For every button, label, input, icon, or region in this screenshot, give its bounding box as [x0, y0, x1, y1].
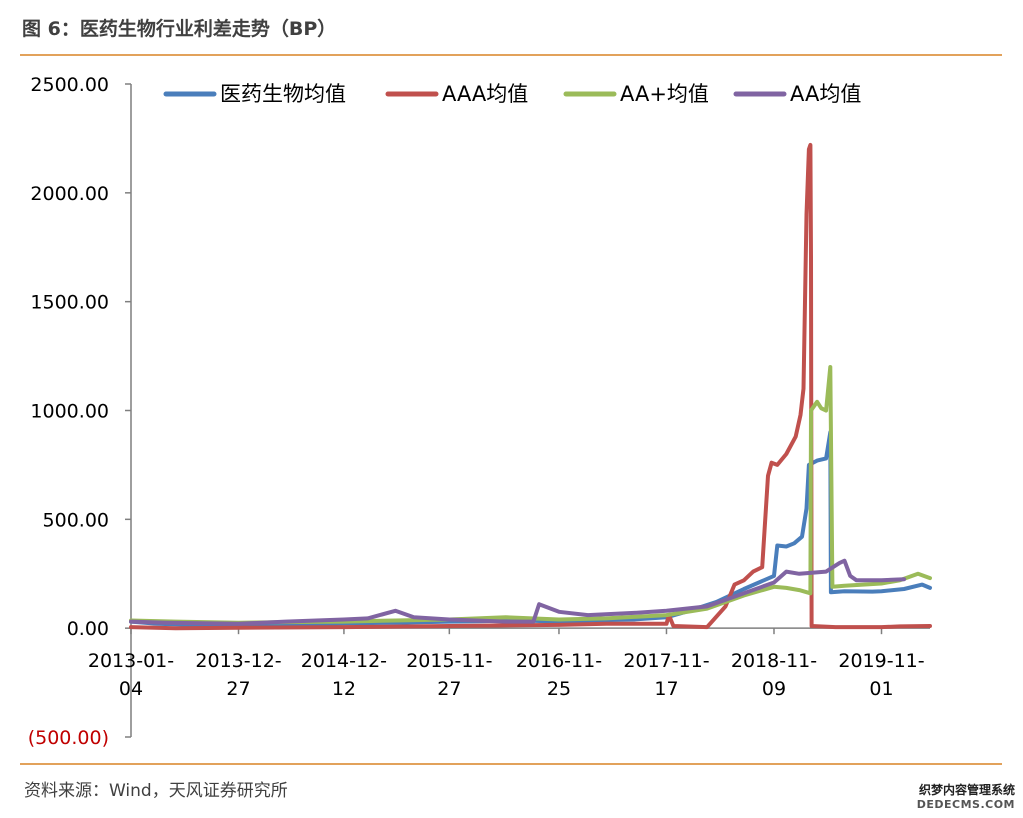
x-tick-label: 12: [332, 678, 356, 700]
y-tick-label: 2500.00: [30, 74, 109, 96]
y-tick-label: 0.00: [67, 618, 109, 640]
chart-axes: (500.00) 0.00 500.00 1000.00 1500.00 2000.00 2…: [28, 74, 930, 749]
y-tick-label: 1500.00: [30, 292, 109, 314]
footer-divider: [20, 763, 1002, 765]
x-tick-label: 2013-01-: [88, 650, 174, 672]
x-tick-label: 17: [654, 678, 678, 700]
x-tick-label: 25: [547, 678, 571, 700]
x-tick-label: 27: [226, 678, 250, 700]
x-tick-label: 2015-11-: [406, 650, 492, 672]
series-line-3: [129, 558, 907, 626]
watermark-domain: DEDECMS.COM: [916, 798, 1015, 811]
x-tick-label: 04: [119, 678, 143, 700]
legend-label: AA均值: [790, 82, 861, 106]
title-divider: [20, 54, 1002, 56]
x-tick-label: 27: [437, 678, 461, 700]
x-tick-label: 2019-11-: [838, 650, 924, 672]
y-tick-label: 1000.00: [30, 401, 109, 423]
x-tick-label: 2013-12-: [195, 650, 281, 672]
x-tick-label: 2018-11-: [731, 650, 817, 672]
y-tick-label: (500.00): [28, 727, 109, 749]
series-line-2: [129, 365, 932, 625]
x-tick-label: 2016-11-: [516, 650, 602, 672]
source-note: 资料来源：Wind，天风证券研究所: [24, 781, 288, 801]
chart-legend: 医药生物均值 AAA均值 AA+均值 AA均值: [163, 82, 861, 106]
y-tick-label: 500.00: [43, 509, 109, 531]
x-tick-label: 2017-11-: [623, 650, 709, 672]
watermark-text: 织梦内容管理系统: [918, 783, 1015, 797]
chart-title: 图 6：医药生物行业利差走势（BP）: [22, 18, 337, 40]
series-line-1: [129, 142, 932, 631]
x-tick-label: 09: [762, 678, 786, 700]
legend-label: AA+均值: [620, 82, 709, 106]
x-tick-label: 01: [869, 678, 893, 700]
series-layer: [129, 142, 932, 631]
legend-label: 医药生物均值: [220, 82, 346, 106]
legend-label: AAA均值: [442, 82, 528, 106]
x-tick-label: 2014-12-: [301, 650, 387, 672]
y-tick-label: 2000.00: [30, 183, 109, 205]
